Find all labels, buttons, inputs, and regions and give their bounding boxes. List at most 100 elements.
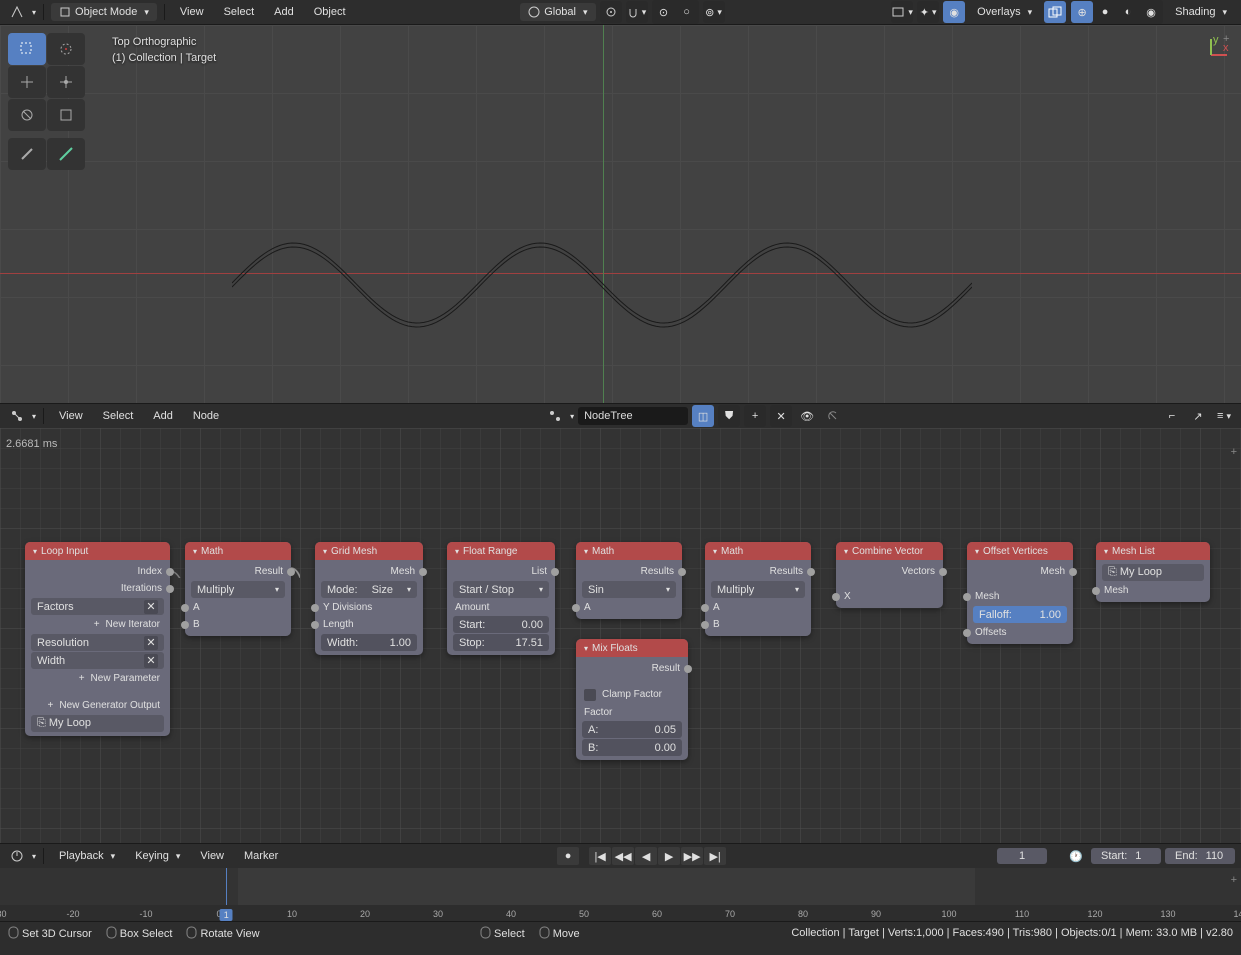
expand-icon[interactable]: + [1231, 446, 1237, 458]
shading-dropdown[interactable]: Shading [1167, 3, 1235, 21]
editor-type-icon[interactable] [6, 845, 28, 867]
proportional-edit-icon[interactable]: ⊚ [703, 1, 725, 23]
socket-in[interactable]: B [185, 616, 291, 633]
tool-select-box[interactable] [8, 33, 46, 65]
orientation-select[interactable]: Global [520, 3, 595, 21]
node-field[interactable]: Multiply [191, 581, 285, 598]
nodetree-type-icon[interactable] [544, 405, 566, 427]
node-title[interactable]: Offset Vertices [967, 542, 1073, 560]
new-icon[interactable]: + [744, 405, 766, 427]
node-field[interactable]: Falloff:1.00 [973, 606, 1067, 623]
pivot-icon[interactable] [600, 1, 622, 23]
socket-in[interactable]: A [576, 599, 682, 616]
gizmo-toggle-icon[interactable]: ✦ [917, 1, 939, 23]
node-field[interactable]: ⎘ My Loop [31, 715, 164, 732]
tool-measure[interactable] [47, 138, 85, 170]
timeline-menu-view[interactable]: View [192, 847, 232, 865]
node-add-button[interactable]: New Parameter [31, 670, 164, 687]
mode-select[interactable]: Object Mode [51, 3, 157, 21]
node-title[interactable]: Loop Input [25, 542, 170, 560]
overlays-toggle-icon[interactable]: ◉ [943, 1, 965, 23]
socket-out[interactable]: List [447, 563, 555, 580]
socket-in[interactable]: Mesh [1096, 582, 1210, 599]
node-field[interactable]: Start:0.00 [453, 616, 549, 633]
clock-icon[interactable]: 🕐 [1065, 845, 1087, 867]
snap-node-icon[interactable]: ⌐ [1161, 405, 1183, 427]
node-combine[interactable]: Combine Vector Vectors X [836, 542, 943, 608]
timeline[interactable]: -30-20-100102030405060708090100110120130… [0, 868, 1241, 921]
tool-scale[interactable] [8, 99, 46, 131]
node-title[interactable]: Grid Mesh [315, 542, 423, 560]
node-loop[interactable]: Loop InputIndexIterationsFactors✕New Ite… [25, 542, 170, 736]
shading-rendered-icon[interactable]: ◉ [1140, 1, 1162, 23]
socket-out[interactable]: Vectors [836, 563, 943, 580]
tool-annotate[interactable] [8, 138, 46, 170]
jump-start-button[interactable]: |◀ [589, 847, 611, 865]
shading-wireframe-icon[interactable]: ⊕ [1071, 1, 1093, 23]
viewport-3d[interactable]: Top Orthographic (1) Collection | Target… [0, 25, 1241, 403]
tool-cursor[interactable] [47, 33, 85, 65]
node-mix[interactable]: Mix FloatsResultClamp FactorFactorA:0.05… [576, 639, 688, 760]
node-field[interactable]: B:0.00 [582, 739, 682, 756]
nodetree-name-input[interactable] [578, 407, 688, 425]
snap-mode-icon[interactable]: ⊙ [653, 1, 675, 23]
node-field[interactable]: Start / Stop [453, 581, 549, 598]
tool-move[interactable] [8, 66, 46, 98]
node-add-button[interactable]: New Iterator [31, 616, 164, 633]
node-range[interactable]: Float RangeListStart / StopAmountStart:0… [447, 542, 555, 655]
xray-icon[interactable] [1044, 1, 1066, 23]
wrench-icon[interactable] [822, 405, 844, 427]
expand-icon[interactable]: + [1231, 874, 1237, 886]
snap-toggle[interactable] [626, 1, 648, 23]
node-menu-node[interactable]: Node [185, 407, 227, 425]
autokey-button[interactable]: ● [557, 847, 579, 865]
pin-icon[interactable]: ◫ [692, 405, 714, 427]
current-frame-field[interactable]: 1 [997, 848, 1047, 864]
node-field[interactable]: Stop:17.51 [453, 634, 549, 651]
visibility-icon[interactable] [891, 1, 913, 23]
shield-icon[interactable]: ⛊ [718, 405, 740, 427]
keyframe-next-button[interactable]: ▶▶ [681, 847, 703, 865]
socket-out[interactable]: Mesh [315, 563, 423, 580]
socket-in[interactable]: X [836, 588, 943, 605]
node-field[interactable]: ⎘ My Loop [1102, 564, 1204, 581]
fake-user-icon[interactable]: 👁 [796, 405, 818, 427]
node-math3[interactable]: MathResultsMultiplyAB [705, 542, 811, 636]
overlays-dropdown[interactable]: Overlays [969, 3, 1040, 21]
socket-out[interactable]: Mesh [967, 563, 1073, 580]
play-reverse-button[interactable]: ◀ [635, 847, 657, 865]
menu-select[interactable]: Select [216, 3, 263, 21]
socket-in[interactable]: A [185, 599, 291, 616]
socket-out[interactable]: Iterations [25, 580, 170, 597]
node-field[interactable]: Sin [582, 581, 676, 598]
editor-type-icon[interactable] [6, 1, 28, 23]
node-menu-select[interactable]: Select [95, 407, 142, 425]
shading-lookdev-icon[interactable]: ◐ [1117, 1, 1139, 23]
menu-add[interactable]: Add [266, 3, 302, 21]
node-title[interactable]: Float Range [447, 542, 555, 560]
socket-in[interactable]: Y Divisions [315, 599, 423, 616]
socket-out[interactable]: Results [705, 563, 811, 580]
node-title[interactable]: Mix Floats [576, 639, 688, 657]
node-list[interactable]: Mesh List⎘ My LoopMesh [1096, 542, 1210, 602]
node-field[interactable]: Mode:Size [321, 581, 417, 598]
timeline-menu-playback[interactable]: Playback [51, 847, 123, 865]
node-field[interactable]: Multiply [711, 581, 805, 598]
node-title[interactable]: Math [705, 542, 811, 560]
play-button[interactable]: ▶ [658, 847, 680, 865]
snap-mode-icon[interactable]: ○ [676, 1, 698, 23]
start-frame-field[interactable]: Start:1 [1091, 848, 1161, 864]
tool-transform[interactable] [47, 99, 85, 131]
timeline-menu-marker[interactable]: Marker [236, 847, 286, 865]
tool-rotate[interactable] [47, 66, 85, 98]
socket-out[interactable]: Result [185, 563, 291, 580]
node-title[interactable]: Combine Vector [836, 542, 943, 560]
node-field[interactable]: Width:1.00 [321, 634, 417, 651]
node-field[interactable]: Resolution✕ [31, 634, 164, 651]
menu-object[interactable]: Object [306, 3, 354, 21]
node-field[interactable]: A:0.05 [582, 721, 682, 738]
node-options-icon[interactable]: ≡ [1213, 405, 1235, 427]
node-field[interactable]: Width✕ [31, 652, 164, 669]
socket-out[interactable]: Results [576, 563, 682, 580]
node-checkbox[interactable]: Clamp Factor [584, 686, 680, 703]
